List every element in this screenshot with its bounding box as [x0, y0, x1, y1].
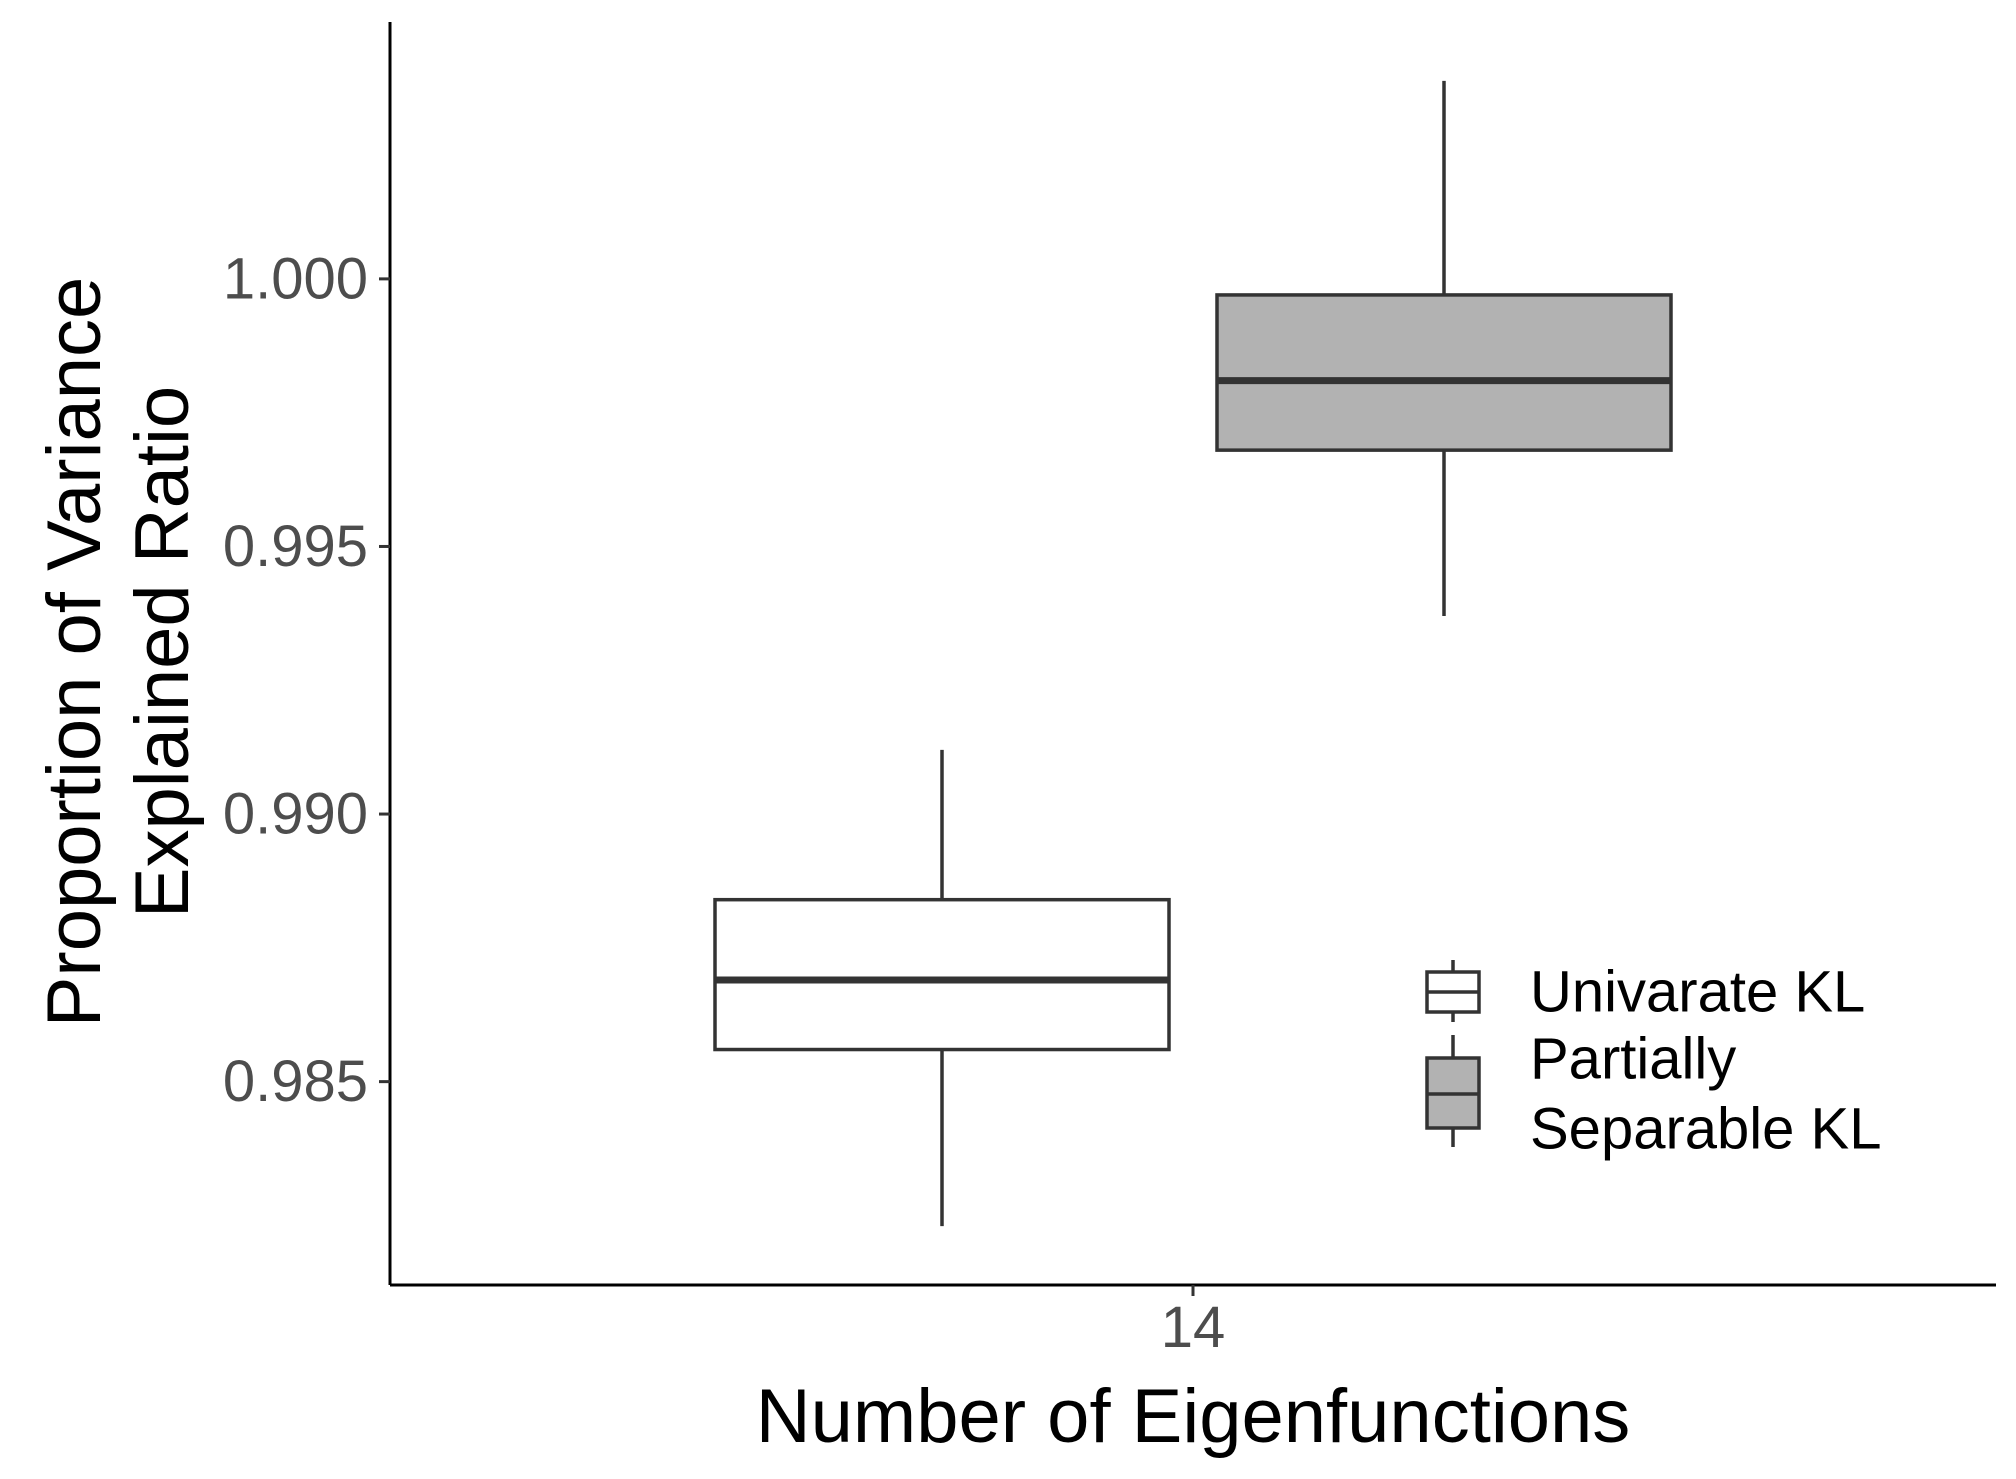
legend-item-1: Univarate KL: [1425, 960, 1865, 1025]
y-axis-title-line: Explained Ratio: [120, 386, 205, 918]
legend-label: Partially: [1530, 1027, 1736, 1092]
axes: 0.985 0.990 0.995 1.000 14 Number of Eigenfun…: [32, 22, 1996, 1459]
legend-label: Univarate KL: [1530, 960, 1865, 1025]
y-axis-title-line: Proportion of Variance: [32, 277, 117, 1028]
plot-area: [713, 80, 1673, 1227]
x-tick-label: 14: [1161, 1295, 1226, 1360]
box-2: [1215, 80, 1673, 617]
box-1: [713, 749, 1171, 1227]
box-body: [1215, 293, 1673, 452]
box-body: [713, 897, 1171, 1052]
legend-label: Separable KL: [1530, 1097, 1881, 1162]
y-tick-label: 0.995: [223, 514, 368, 579]
y-tick-label: 0.985: [223, 1049, 368, 1114]
y-axis-title: Proportion of VarianceExplained Ratio: [32, 277, 205, 1028]
y-tick-label: 0.990: [223, 782, 368, 847]
x-axis-title: Number of Eigenfunctions: [756, 1374, 1630, 1459]
y-tick-label: 1.000: [223, 246, 368, 311]
